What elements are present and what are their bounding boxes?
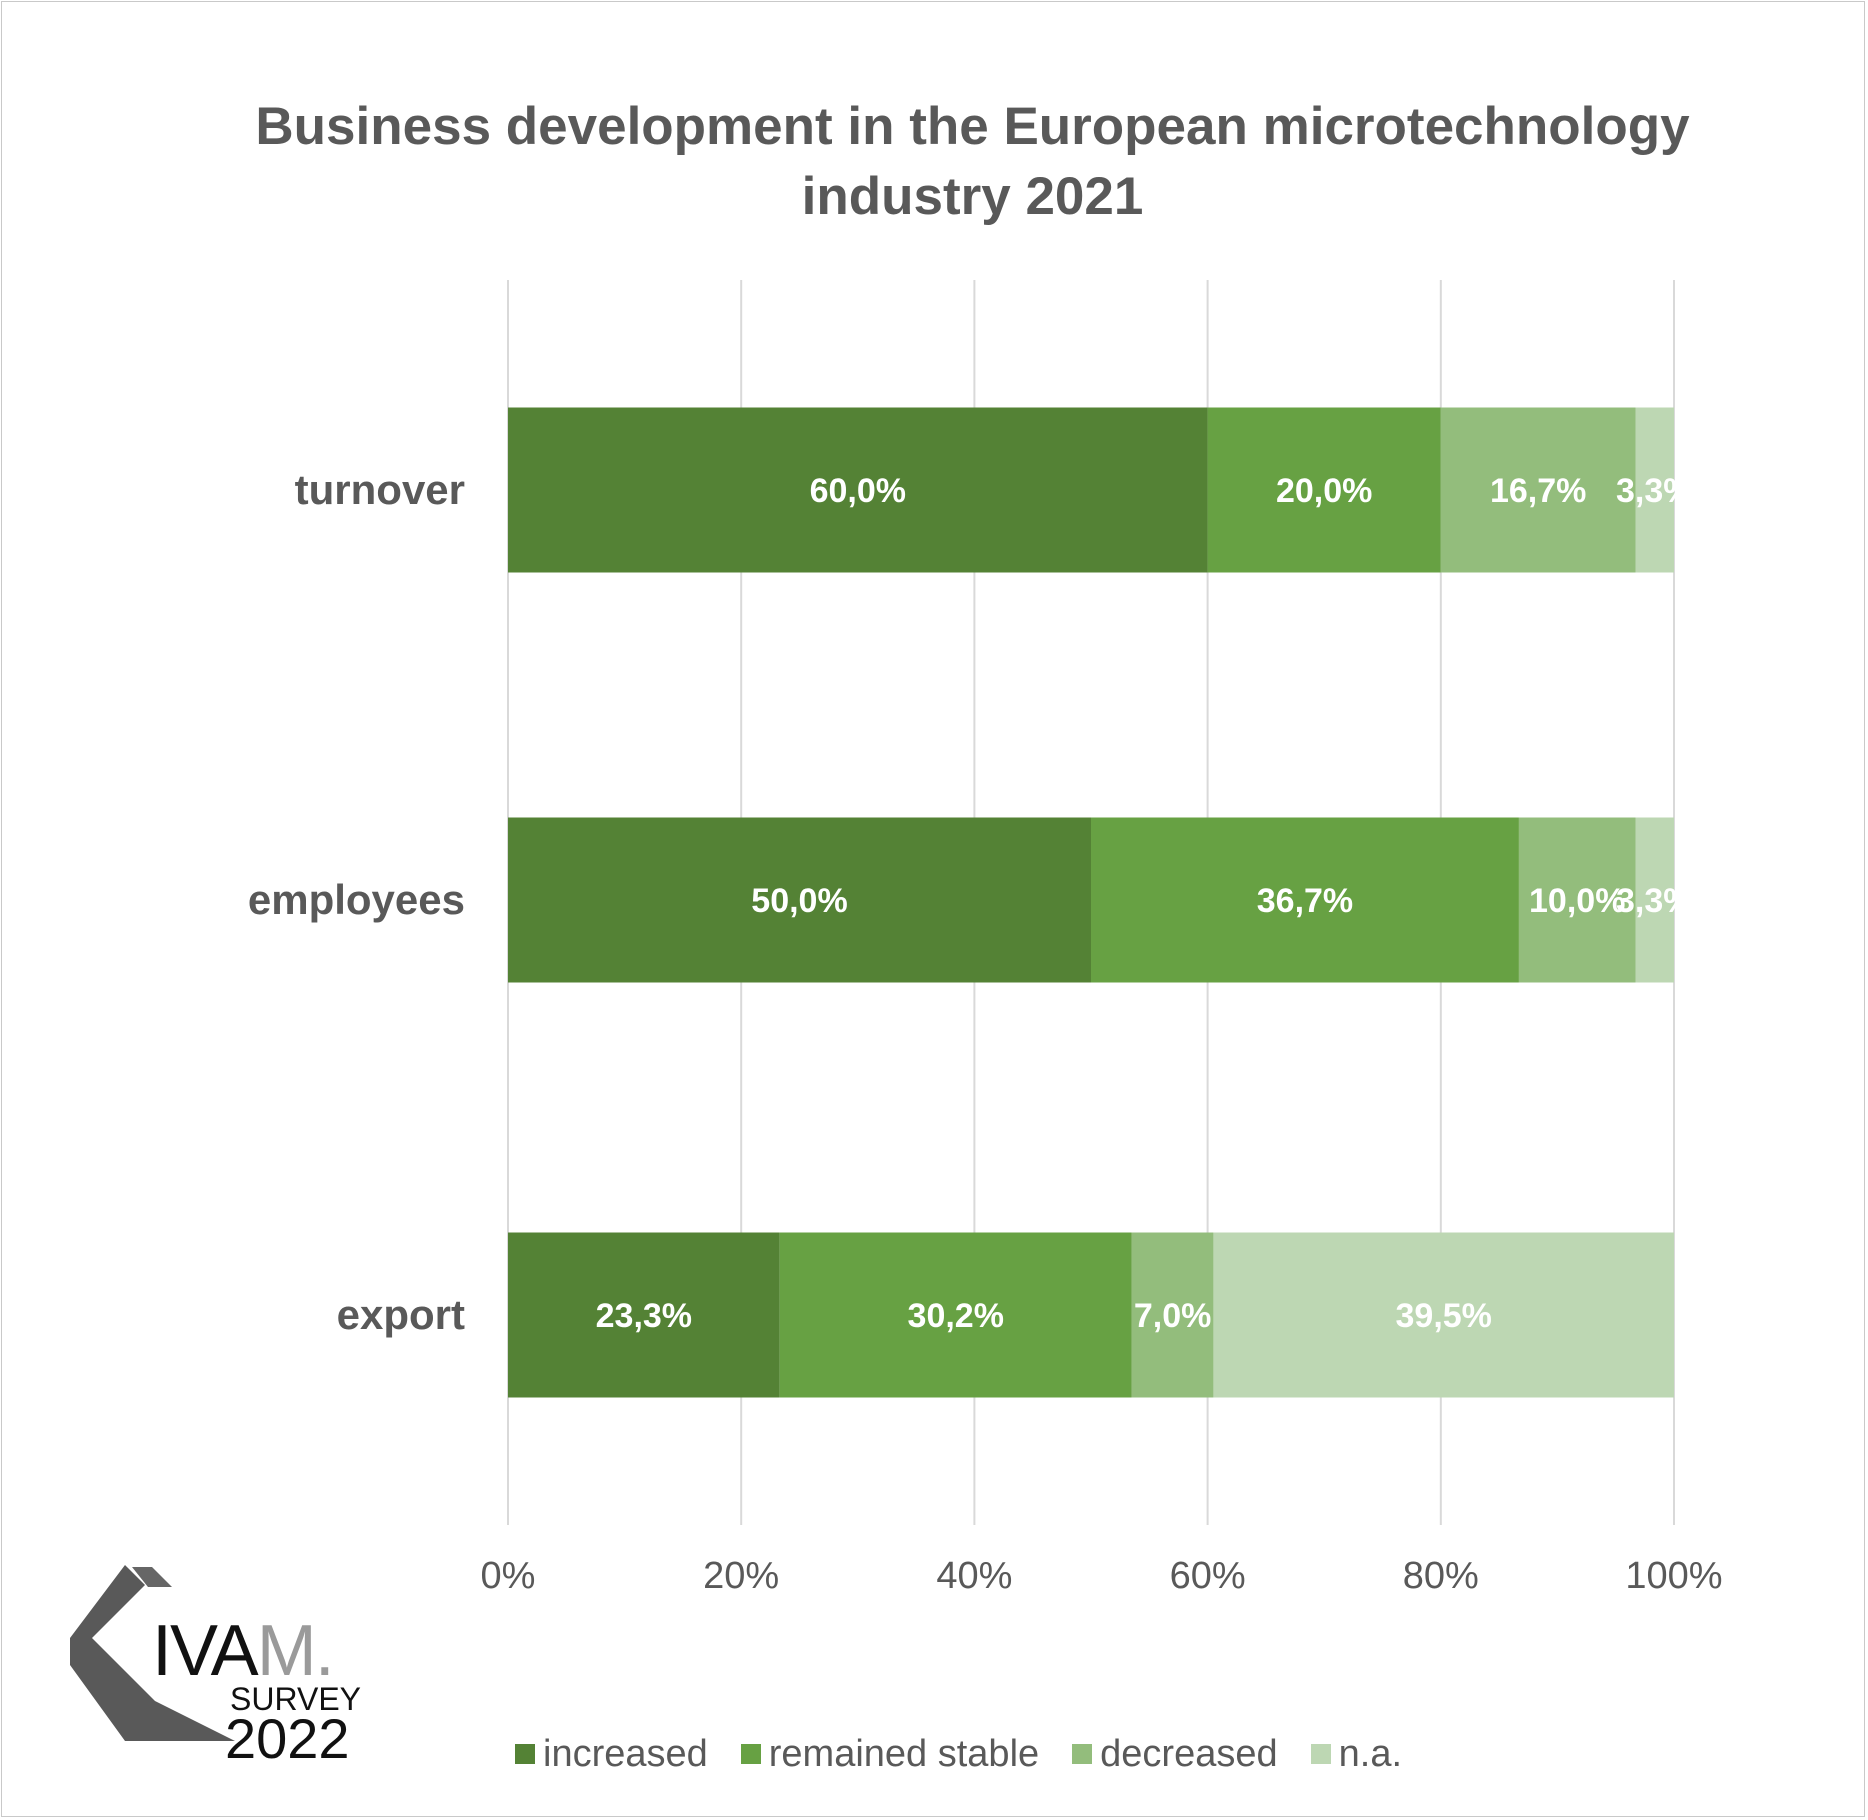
y-category-label: turnover	[295, 466, 465, 513]
bar-data-label: 36,7%	[1257, 882, 1353, 920]
bar-segment	[508, 407, 1208, 573]
legend-item: n.a.	[1310, 1732, 1403, 1776]
bar-data-label: 23,3%	[596, 1297, 692, 1335]
bar-segment	[1131, 1232, 1214, 1398]
bar-data-label: 3,3%	[1616, 882, 1694, 920]
bar-segment	[1207, 407, 1441, 573]
legend-item: decreased	[1072, 1732, 1278, 1776]
y-category-label: export	[337, 1291, 465, 1338]
x-tick-label: 100%	[1625, 1555, 1722, 1597]
legend-swatch	[740, 1744, 761, 1764]
logo-chevron-foot	[155, 1701, 235, 1741]
bar-segment	[508, 817, 1091, 983]
legend-swatch	[1310, 1744, 1331, 1764]
legend-swatch	[1072, 1744, 1093, 1764]
chart-legend: increased remained stable decreased n.a.	[515, 1728, 1435, 1780]
bar-data-label: 30,2%	[908, 1297, 1004, 1335]
legend-label: decreased	[1100, 1732, 1278, 1775]
x-tick-label: 20%	[703, 1555, 779, 1597]
bar-data-label: 10,0%	[1529, 882, 1625, 920]
x-tick-label: 60%	[1170, 1555, 1246, 1597]
bar-segment	[779, 1232, 1132, 1398]
bar-data-label: 3,3%	[1616, 472, 1694, 510]
bar-data-label: 60,0%	[810, 472, 906, 510]
bar-segment	[1635, 817, 1674, 983]
bar-segment	[508, 1232, 780, 1398]
legend-swatch	[515, 1744, 535, 1764]
bar-data-label: 50,0%	[751, 882, 847, 920]
bar-data-label: 20,0%	[1276, 472, 1372, 510]
ivam-survey-logo: IVAM. SURVEY 2022	[70, 1565, 390, 1770]
ivam-logo-mark-icon	[70, 1565, 235, 1741]
x-tick-label: 0%	[481, 1555, 536, 1597]
bar-segment	[1518, 817, 1636, 983]
legend-label: increased	[543, 1732, 708, 1775]
bar-segment	[1635, 407, 1674, 573]
x-tick-label: 40%	[936, 1555, 1012, 1597]
legend-label: remained stable	[768, 1732, 1040, 1775]
logo-survey-text: SURVEY	[230, 1681, 362, 1717]
legend-label: n.a.	[1338, 1732, 1403, 1775]
legend-item: increased	[515, 1733, 708, 1776]
bar-segment	[1091, 817, 1519, 983]
y-category-label: employees	[248, 876, 465, 923]
bar-segment	[1440, 407, 1636, 573]
legend-item: remained stable	[740, 1732, 1040, 1776]
logo-year-text: 2022	[225, 1707, 350, 1770]
logo-chevron-shape	[70, 1565, 155, 1741]
logo-brand: IVAM.	[152, 1611, 335, 1691]
bar-data-label: 7,0%	[1134, 1297, 1212, 1335]
bar-segment	[1213, 1232, 1674, 1398]
bar-data-label: 16,7%	[1490, 472, 1586, 510]
logo-accent-shape	[132, 1567, 172, 1587]
x-tick-label: 80%	[1403, 1555, 1479, 1597]
chart-title: Business development in the European mic…	[255, 97, 1690, 226]
bar-data-label: 39,5%	[1396, 1297, 1492, 1335]
